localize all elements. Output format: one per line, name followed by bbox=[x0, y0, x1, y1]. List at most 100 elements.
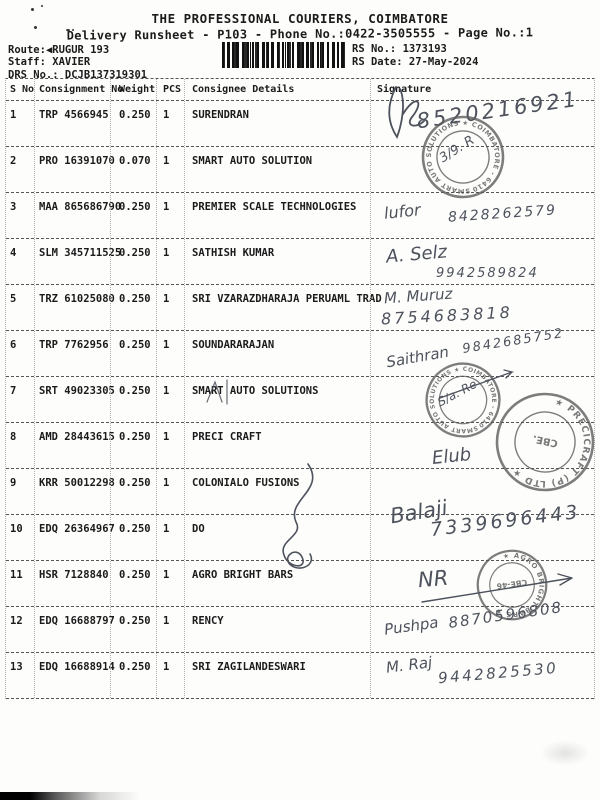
cell-weight: 0.070 bbox=[110, 147, 156, 192]
cell-signature bbox=[370, 147, 594, 192]
cell-weight: 0.250 bbox=[110, 101, 156, 146]
table-row: 9 KRR 50012298 0.250 1 COLONIALO FUSIONS bbox=[6, 469, 594, 515]
scan-artifact-bar bbox=[0, 792, 150, 800]
cell-weight: 0.250 bbox=[110, 193, 156, 238]
header-sno: S No bbox=[10, 84, 35, 95]
table-row: 13 EDQ 16688914 0.250 1 SRI ZAGILANDESWA… bbox=[6, 653, 594, 699]
cell-consignment: HSR 7128840 bbox=[34, 561, 110, 606]
cell-consignee: SOUNDARARAJAN bbox=[184, 331, 370, 376]
staff-label: Staff: bbox=[8, 56, 46, 68]
table-row: 12 EDQ 16688797 0.250 1 RENCY bbox=[6, 607, 594, 653]
table-row: 3 MAA 865686790 0.250 1 PREMIER SCALE TE… bbox=[6, 193, 594, 239]
route-line: Route:◀RUGUR 193 bbox=[8, 44, 109, 56]
cell-pcs: 1 bbox=[156, 515, 184, 560]
cell-consignee: SURENDRAN bbox=[184, 101, 370, 146]
table-row: 11 HSR 7128840 0.250 1 AGRO BRIGHT BARS bbox=[6, 561, 594, 607]
route-value: ◀RUGUR 193 bbox=[45, 44, 110, 56]
cell-consignment: TRZ 61025080 bbox=[34, 285, 115, 330]
cell-consignee: SRI ZAGILANDESWARI bbox=[184, 653, 370, 698]
table-row: 10 EDQ 26364967 0.250 1 DO bbox=[6, 515, 594, 561]
cell-pcs: 1 bbox=[156, 469, 184, 514]
cell-pcs: 1 bbox=[156, 239, 184, 284]
header-signature: Signature bbox=[370, 79, 594, 100]
cell-consignee: PREMIER SCALE TECHNOLOGIES bbox=[184, 193, 370, 238]
table-row: 5 TRZ 61025080 0.250 1 SRI VZARAZDHARAJA… bbox=[6, 285, 594, 331]
cell-sno: 12 bbox=[10, 615, 23, 627]
cell-signature bbox=[370, 101, 594, 146]
cell-sno: 9 bbox=[10, 477, 17, 489]
cell-consignee: COLONIALO FUSIONS bbox=[184, 469, 370, 514]
table-header-row: S No Consignment No Weight PCS Consignee… bbox=[6, 79, 594, 101]
cell-signature bbox=[370, 469, 594, 514]
table-body: 1 TRP 4566945 0.250 1 SURENDRAN 2 PRO 16… bbox=[6, 101, 594, 699]
cell-sno: 3 bbox=[10, 201, 17, 213]
cell-sno: 13 bbox=[10, 661, 23, 673]
rs-date-label: RS Date: bbox=[352, 56, 403, 68]
table-row: 1 TRP 4566945 0.250 1 SURENDRAN bbox=[6, 101, 594, 147]
cell-consignee: RENCY bbox=[184, 607, 370, 652]
table-row: 7 SRT 49023305 0.250 1 SMART AUTO SOLUTI… bbox=[6, 377, 594, 423]
cell-signature bbox=[370, 193, 594, 238]
rs-no-line: RS No.: 1373193 bbox=[352, 43, 447, 55]
scan-artifact-dot bbox=[72, 29, 74, 31]
cell-consignee: SMART AUTO SOLUTION bbox=[184, 147, 370, 192]
cell-consignment: AMD 28443615 bbox=[34, 423, 115, 468]
cell-consignee: AGRO BRIGHT BARS bbox=[184, 561, 370, 606]
cell-consignee: SRI VZARAZDHARAJA PERUAML TRAD bbox=[184, 285, 382, 330]
scan-artifact-dot bbox=[41, 5, 43, 7]
cell-weight: 0.250 bbox=[110, 423, 156, 468]
runsheet-table: S No Consignment No Weight PCS Consignee… bbox=[5, 78, 595, 699]
cell-pcs: 1 bbox=[156, 101, 184, 146]
barcode bbox=[222, 42, 345, 68]
rs-date-line: RS Date: 27-May-2024 bbox=[352, 56, 478, 68]
scan-artifact-dot bbox=[66, 29, 70, 31]
cell-pcs: 1 bbox=[156, 561, 184, 606]
cell-consignment: EDQ 26364967 bbox=[34, 515, 115, 560]
cell-signature bbox=[370, 423, 594, 468]
scan-artifact-dot bbox=[34, 26, 37, 29]
cell-pcs: 1 bbox=[156, 607, 184, 652]
rs-date-value: 27-May-2024 bbox=[408, 56, 479, 68]
cell-sno: 4 bbox=[10, 247, 17, 259]
cell-sno: 6 bbox=[10, 339, 17, 351]
rs-no-label: RS No.: bbox=[352, 43, 397, 55]
cell-consignee: DO bbox=[184, 515, 370, 560]
cell-consignment: SRT 49023305 bbox=[34, 377, 115, 422]
cell-sno: 11 bbox=[10, 569, 23, 581]
cell-consignment: PRO 16391070 bbox=[34, 147, 115, 192]
cell-sno: 10 bbox=[10, 523, 23, 535]
cell-weight: 0.250 bbox=[110, 607, 156, 652]
cell-pcs: 1 bbox=[156, 285, 184, 330]
cell-consignment: SLM 345711525 bbox=[34, 239, 121, 284]
cell-pcs: 1 bbox=[156, 377, 184, 422]
staff-line: Staff: XAVIER bbox=[8, 56, 90, 68]
table-row: 2 PRO 16391070 0.070 1 SMART AUTO SOLUTI… bbox=[6, 147, 594, 193]
cell-signature bbox=[370, 331, 594, 376]
cell-weight: 0.250 bbox=[110, 515, 156, 560]
cell-weight: 0.250 bbox=[110, 331, 156, 376]
document-subtitle: Delivery Runsheet - P103 - Phone No.:042… bbox=[66, 25, 534, 43]
cell-signature bbox=[370, 239, 594, 284]
cell-signature bbox=[370, 561, 594, 606]
cell-weight: 0.250 bbox=[110, 285, 156, 330]
header-pcs: PCS bbox=[156, 79, 184, 100]
scan-artifact-dot bbox=[31, 8, 34, 11]
cell-consignment: EDQ 16688797 bbox=[34, 607, 115, 652]
cell-sno: 2 bbox=[10, 155, 17, 167]
staff-value: XAVIER bbox=[52, 56, 91, 68]
cell-signature bbox=[370, 607, 594, 652]
route-label: Route: bbox=[8, 44, 46, 56]
cell-consignment: KRR 50012298 bbox=[34, 469, 115, 514]
cell-weight: 0.250 bbox=[110, 653, 156, 698]
scan-smudge bbox=[540, 740, 590, 766]
cell-signature bbox=[370, 377, 594, 422]
header-consignee: Consignee Details bbox=[184, 79, 370, 100]
cell-pcs: 1 bbox=[156, 193, 184, 238]
cell-consignment: TRP 4566945 bbox=[34, 101, 110, 146]
cell-sno: 5 bbox=[10, 293, 17, 305]
cell-weight: 0.250 bbox=[110, 239, 156, 284]
cell-consignee: SMART AUTO SOLUTIONS bbox=[184, 377, 370, 422]
cell-signature bbox=[370, 285, 594, 330]
table-row: 8 AMD 28443615 0.250 1 PRECI CRAFT bbox=[6, 423, 594, 469]
